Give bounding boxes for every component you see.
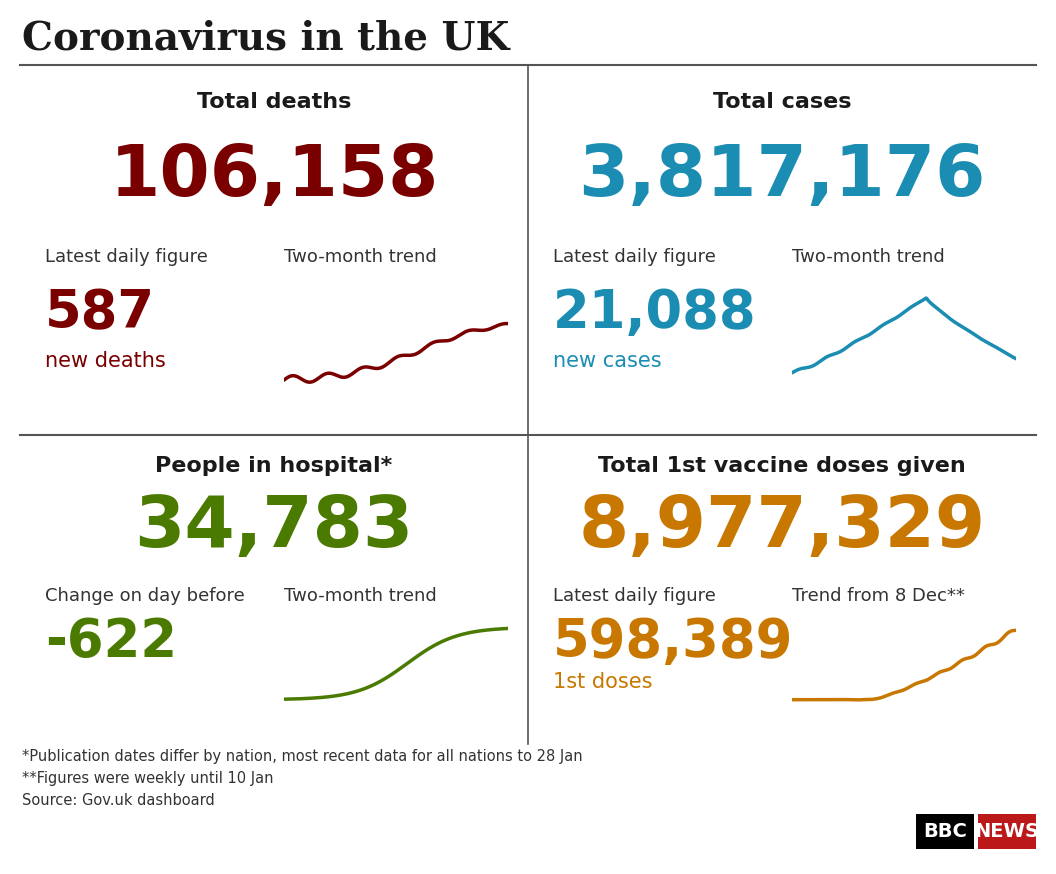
Text: Total cases: Total cases bbox=[713, 92, 851, 112]
Text: 598,389: 598,389 bbox=[553, 616, 793, 668]
Text: Change on day before: Change on day before bbox=[45, 586, 245, 605]
Text: Latest daily figure: Latest daily figure bbox=[45, 248, 208, 267]
Text: BBC: BBC bbox=[923, 822, 967, 841]
Text: new deaths: new deaths bbox=[45, 351, 166, 371]
Text: Total 1st vaccine doses given: Total 1st vaccine doses given bbox=[598, 456, 966, 476]
Text: Two-month trend: Two-month trend bbox=[792, 248, 945, 267]
Text: 1st doses: 1st doses bbox=[553, 672, 653, 692]
Text: NEWS: NEWS bbox=[975, 822, 1039, 841]
Text: 8,977,329: 8,977,329 bbox=[579, 493, 985, 562]
Text: 34,783: 34,783 bbox=[134, 493, 414, 562]
Text: Latest daily figure: Latest daily figure bbox=[553, 248, 716, 267]
Text: Trend from 8 Dec**: Trend from 8 Dec** bbox=[792, 586, 965, 605]
Text: 106,158: 106,158 bbox=[110, 142, 438, 211]
Text: -622: -622 bbox=[45, 616, 177, 668]
Text: Coronavirus in the UK: Coronavirus in the UK bbox=[22, 19, 509, 57]
Text: Two-month trend: Two-month trend bbox=[284, 586, 437, 605]
Text: *Publication dates differ by nation, most recent data for all nations to 28 Jan: *Publication dates differ by nation, mos… bbox=[22, 749, 583, 764]
Bar bbox=[916, 814, 974, 849]
Text: 21,088: 21,088 bbox=[553, 287, 757, 339]
Text: Latest daily figure: Latest daily figure bbox=[553, 586, 716, 605]
Text: new cases: new cases bbox=[553, 351, 662, 371]
Text: People in hospital*: People in hospital* bbox=[155, 456, 393, 476]
Text: Total deaths: Total deaths bbox=[196, 92, 352, 112]
Text: 587: 587 bbox=[45, 287, 155, 339]
Text: 3,817,176: 3,817,176 bbox=[579, 142, 985, 211]
Text: Source: Gov.uk dashboard: Source: Gov.uk dashboard bbox=[22, 793, 214, 808]
Bar bbox=[978, 814, 1036, 849]
Text: Two-month trend: Two-month trend bbox=[284, 248, 437, 267]
Text: **Figures were weekly until 10 Jan: **Figures were weekly until 10 Jan bbox=[22, 771, 274, 786]
